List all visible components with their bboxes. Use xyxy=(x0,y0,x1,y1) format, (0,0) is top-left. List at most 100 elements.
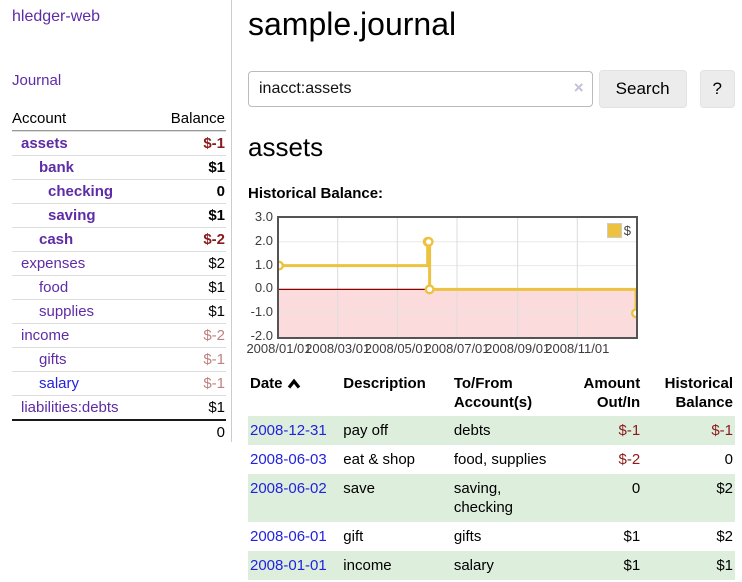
search-input-wrap: × xyxy=(248,71,593,107)
account-row: saving $1 xyxy=(12,203,226,227)
x-axis-tick: 2008/11/01 xyxy=(545,341,610,356)
account-row: gifts $-1 xyxy=(12,347,226,371)
transaction-row: 2008-01-01 income salary $1 $1 xyxy=(248,551,735,580)
chart-plot-area: $ xyxy=(274,216,642,339)
accounts-total-value: 0 xyxy=(216,424,225,441)
transaction-amount: 0 xyxy=(563,474,643,522)
transaction-balance: $2 xyxy=(716,528,733,545)
account-balance: $-1 xyxy=(203,351,225,368)
sidebar-account-link-food[interactable]: food xyxy=(39,279,69,296)
sidebar-account-link-expenses[interactable]: expenses xyxy=(21,255,86,272)
transaction-amount: $1 xyxy=(563,551,643,580)
sidebar-account-link-gifts[interactable]: gifts xyxy=(39,351,67,368)
transaction-amount: $1 xyxy=(623,528,641,545)
transaction-date-link[interactable]: 2008-06-03 xyxy=(250,451,327,468)
account-row: assets $-1 xyxy=(12,131,226,155)
account-heading: assets xyxy=(248,132,324,162)
y-axis-tick: -2.0 xyxy=(250,328,273,343)
transaction-amount: $-2 xyxy=(618,451,641,468)
transaction-accounts: food, supplies xyxy=(453,451,547,468)
sidebar-account-link-supplies[interactable]: supplies xyxy=(39,303,95,320)
transaction-accounts: debts xyxy=(451,416,564,445)
sidebar-account-link-income[interactable]: income xyxy=(21,327,70,344)
sidebar: hledger-web Journal Account Balance asse… xyxy=(0,0,232,442)
sidebar-account-link-cash[interactable]: cash xyxy=(39,231,74,248)
sidebar-account-link-salary[interactable]: salary xyxy=(39,375,80,392)
accounts-table: Account Balance assets $-1 bank $1 checking 0… xyxy=(12,107,226,444)
account-balance: $2 xyxy=(208,255,225,272)
y-axis-tick: 2.0 xyxy=(254,232,273,248)
x-axis-tick: 2008/09/01 xyxy=(485,341,551,356)
sidebar-account-link-saving[interactable]: saving xyxy=(48,207,96,224)
transaction-row: 2008-06-03 eat & shop food, supplies $-2 0 xyxy=(248,445,735,474)
transaction-accounts: salary xyxy=(451,551,564,580)
transaction-balance: $2 xyxy=(642,474,735,522)
accounts-header-account: Account xyxy=(12,110,67,127)
account-balance: $1 xyxy=(208,207,225,224)
clear-search-icon[interactable]: × xyxy=(573,78,584,97)
transaction-date-link[interactable]: 2008-12-31 xyxy=(250,422,327,439)
register-header-date[interactable]: Date xyxy=(248,372,341,416)
app-title-link[interactable]: hledger-web xyxy=(12,8,101,25)
register-header-description: Description xyxy=(343,375,426,392)
sidebar-account-link-liabilities-debts[interactable]: liabilities:debts xyxy=(21,399,119,416)
search-input[interactable] xyxy=(248,71,593,107)
sort-ascending-icon xyxy=(287,378,300,389)
account-row: supplies $1 xyxy=(12,299,226,323)
account-balance: $-1 xyxy=(203,135,225,152)
y-axis-tick: 0.0 xyxy=(254,280,273,296)
account-row: cash $-2 xyxy=(12,227,226,251)
account-balance: $1 xyxy=(208,159,225,176)
transaction-balance: $-1 xyxy=(642,416,735,445)
chart-legend: $ xyxy=(606,223,631,238)
x-axis-tick: 2008/01/01 xyxy=(246,341,312,356)
sidebar-account-link-checking[interactable]: checking xyxy=(48,183,114,200)
sidebar-account-link-assets[interactable]: assets xyxy=(21,135,68,152)
legend-label: $ xyxy=(623,223,631,238)
account-balance: $-2 xyxy=(203,231,225,248)
account-row: income $-2 xyxy=(12,323,226,347)
accounts-header-balance: Balance xyxy=(170,110,225,127)
account-balance: $1 xyxy=(208,399,225,416)
transaction-date-link[interactable]: 2008-01-01 xyxy=(250,557,327,574)
account-row: checking 0 xyxy=(12,179,226,203)
transaction-description: eat & shop xyxy=(343,451,416,468)
account-balance: $1 xyxy=(208,303,225,320)
y-axis-tick: 3.0 xyxy=(254,209,273,224)
accounts-table-header: Account Balance xyxy=(12,107,226,131)
y-axis-tick: 1.0 xyxy=(254,256,273,272)
search-button[interactable]: Search xyxy=(598,70,687,108)
register-header-tofrom: To/From Account(s) xyxy=(453,375,533,411)
transaction-amount: $-1 xyxy=(563,416,643,445)
account-balance: 0 xyxy=(216,183,225,200)
chart-svg xyxy=(274,218,642,337)
x-axis-tick: 2008/07/01 xyxy=(424,341,490,356)
help-button[interactable]: ? xyxy=(699,70,735,108)
account-row: food $1 xyxy=(12,275,226,299)
page-title: sample.journal xyxy=(248,6,457,42)
transaction-date: 2008-06-03 xyxy=(248,445,341,474)
account-balance: $-1 xyxy=(203,375,225,392)
transaction-description: save xyxy=(341,474,452,522)
sidebar-account-link-bank[interactable]: bank xyxy=(39,159,75,176)
sidebar-item-journal[interactable]: Journal xyxy=(12,72,62,89)
account-row: liabilities:debts $1 xyxy=(12,395,226,419)
account-balance: $-2 xyxy=(203,327,225,344)
historical-balance-chart: $ 3.0 2.0 1.0 0.0 -1.0 -2.0 2008/01/01 2008/03… xyxy=(246,209,735,356)
transaction-row: 2008-12-31 pay off debts $-1 $-1 xyxy=(248,416,735,445)
transaction-description: income xyxy=(341,551,452,580)
account-balance: $1 xyxy=(208,279,225,296)
account-row: expenses $2 xyxy=(12,251,226,275)
transaction-date-link[interactable]: 2008-06-02 xyxy=(250,480,327,497)
transaction-date-link[interactable]: 2008-06-01 xyxy=(250,528,327,545)
register-header-historical: Historical Balance xyxy=(664,375,733,411)
main-content: sample.journal × Search ? assets Histori… xyxy=(246,0,735,580)
x-axis-tick: 2008/05/01 xyxy=(364,341,430,356)
transaction-balance: 0 xyxy=(724,451,733,468)
register-header-amount: Amount Out/In xyxy=(583,375,641,411)
transaction-date: 2008-01-01 xyxy=(248,551,342,580)
transaction-date: 2008-12-31 xyxy=(248,416,342,445)
transaction-balance: $1 xyxy=(642,551,735,580)
x-axis-tick: 2008/03/01 xyxy=(305,341,371,356)
account-row: bank $1 xyxy=(12,155,226,179)
